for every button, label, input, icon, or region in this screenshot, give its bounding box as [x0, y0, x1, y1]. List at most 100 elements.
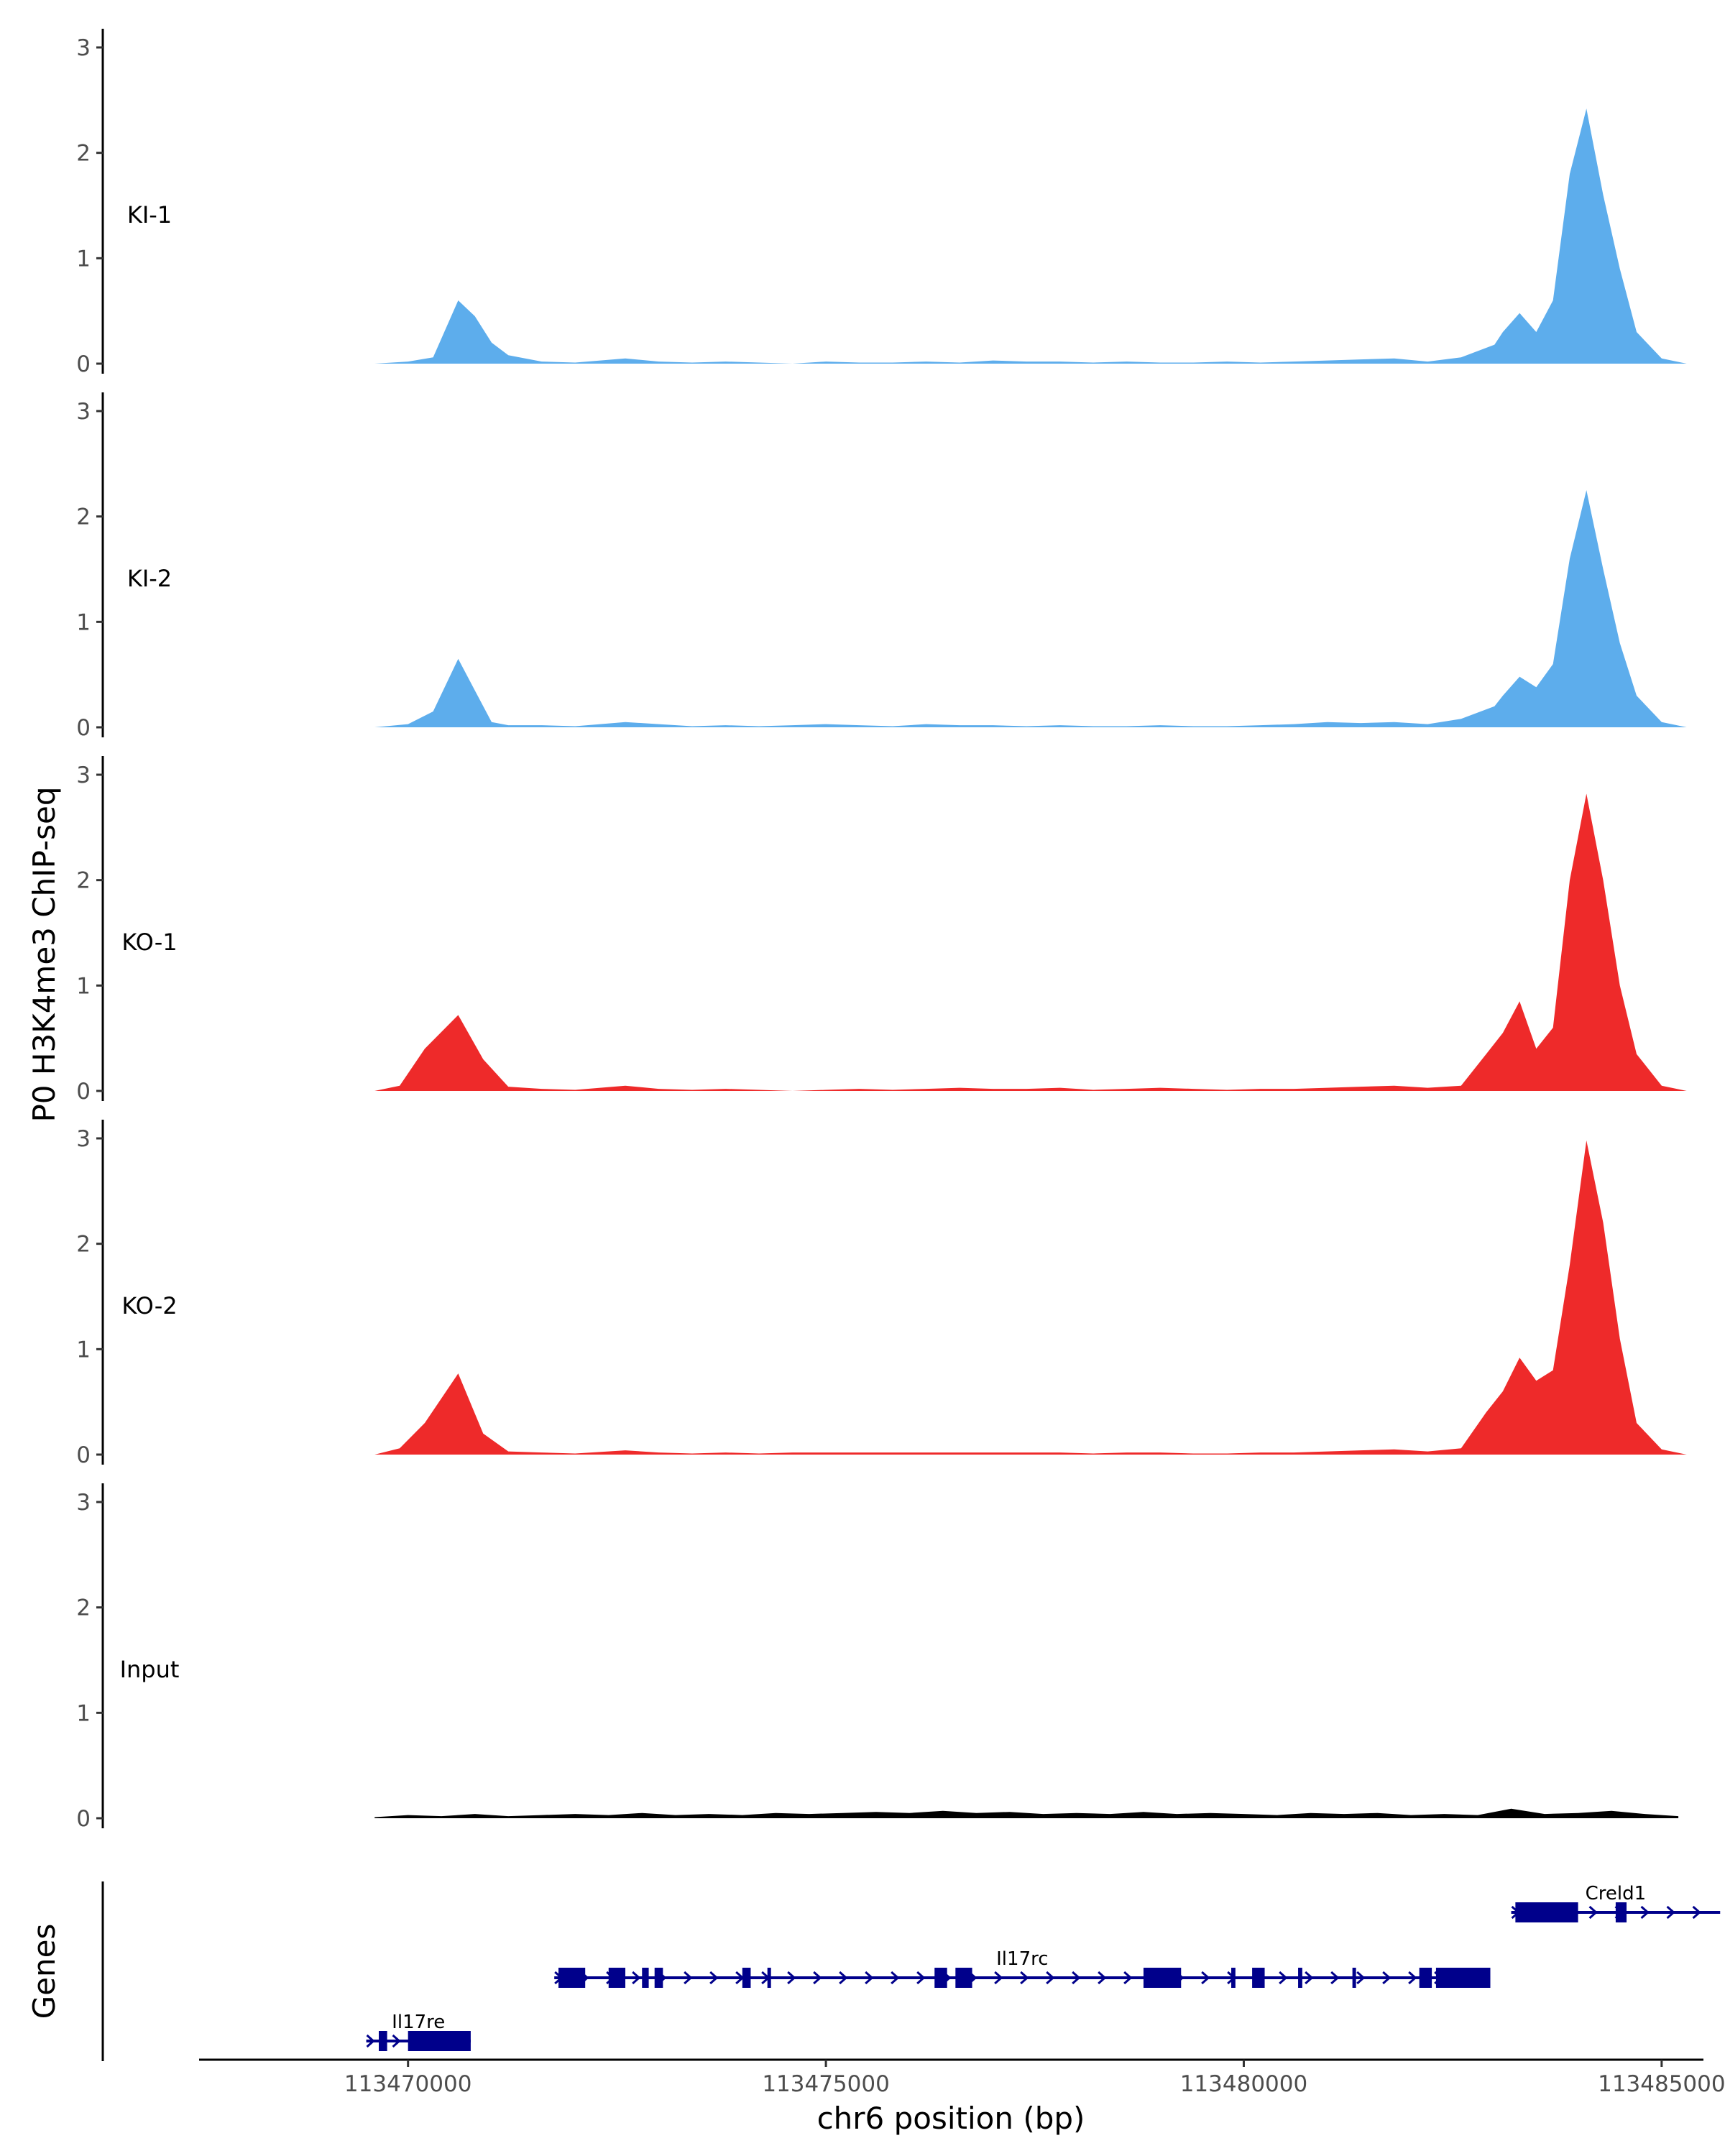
gene-name-label: Il17rc — [996, 1948, 1048, 1970]
signal-area-ko-2 — [374, 1140, 1687, 1455]
gene-name-label: Il17re — [392, 2012, 445, 2033]
gene-creld1: Creld1 — [1511, 1883, 1721, 1922]
y-tick-label: 3 — [76, 1490, 91, 1516]
exon-block — [1615, 1902, 1627, 1922]
track-label-ki-2: KI-2 — [127, 565, 172, 592]
x-tick-label: 113470000 — [344, 2071, 472, 2097]
exon-block — [1143, 1968, 1182, 1988]
track-label-ko-2: KO-2 — [121, 1292, 177, 1319]
signal-area-ko-1 — [374, 793, 1687, 1091]
genes-axis-title: Genes — [27, 1924, 62, 2019]
strand-arrow — [1640, 1905, 1650, 1920]
strand-arrow — [709, 1971, 719, 1985]
strand-arrow — [994, 1971, 1003, 1985]
y-tick-label: 2 — [76, 141, 91, 167]
gene-name-label: Creld1 — [1586, 1883, 1647, 1904]
y-tick-label: 2 — [76, 505, 91, 530]
strand-arrow — [839, 1971, 848, 1985]
exon-block — [1231, 1968, 1236, 1988]
y-tick-label: 1 — [76, 1700, 91, 1726]
exon-block — [608, 1968, 626, 1988]
tracks-layer: 0 1 2 3 KI-1 0 1 2 3 KI-2 0 1 2 3 KO-1 0 1 2 3 KO-2 0 1 2 3 Inpu… — [76, 29, 1687, 1832]
exon-block — [408, 2031, 471, 2051]
y-tick-label: 3 — [76, 1126, 91, 1152]
y-tick-label: 1 — [76, 246, 91, 272]
strand-arrow — [1408, 1971, 1417, 1985]
strand-arrow — [1330, 1971, 1340, 1985]
track-ko-2: 0 1 2 3 KO-2 — [76, 1120, 1687, 1468]
track-label-ko-1: KO-1 — [121, 929, 177, 956]
strand-arrow — [865, 1971, 874, 1985]
y-tick-label: 0 — [76, 1806, 91, 1832]
strand-arrow — [916, 1971, 926, 1985]
signal-area-input — [374, 1808, 1679, 1818]
x-axis-title: chr6 position (bp) — [817, 2101, 1085, 2136]
strand-arrow — [813, 1971, 822, 1985]
exon-block — [1352, 1968, 1356, 1988]
strand-arrow — [1356, 1971, 1366, 1985]
exon-block — [934, 1968, 947, 1988]
strand-arrow — [1020, 1971, 1029, 1985]
track-input: 0 1 2 3 Input — [76, 1483, 1679, 1832]
strand-arrow — [1123, 1971, 1133, 1985]
signal-area-ki-1 — [374, 109, 1687, 364]
y-tick-label: 3 — [76, 35, 91, 61]
exon-block — [1298, 1968, 1302, 1988]
y-axis-title: P0 H3K4me3 ChIP-seq — [27, 786, 62, 1122]
y-tick-label: 2 — [76, 868, 91, 894]
strand-arrow — [1046, 1971, 1055, 1985]
strand-arrow — [1666, 1905, 1675, 1920]
y-tick-label: 3 — [76, 763, 91, 788]
gene-il17rc: Il17rc — [554, 1948, 1491, 1988]
strand-arrow — [891, 1971, 900, 1985]
exon-block — [767, 1968, 771, 1988]
strand-arrow — [1072, 1971, 1081, 1985]
x-axis: 113470000 113475000 113480000 113485000 — [199, 2058, 1725, 2097]
y-tick-label: 1 — [76, 609, 91, 635]
exon-block — [1252, 1968, 1265, 1988]
exon-block — [955, 1968, 972, 1988]
exon-block — [1515, 1902, 1578, 1922]
x-tick-label: 113480000 — [1180, 2071, 1308, 2097]
exon-block — [378, 2031, 387, 2051]
strand-arrow — [1588, 1905, 1598, 1920]
y-tick-label: 0 — [76, 1079, 91, 1105]
y-tick-label: 3 — [76, 399, 91, 425]
strand-arrow — [1098, 1971, 1107, 1985]
gene-il17re: Il17re — [366, 2012, 471, 2051]
exon-block — [1435, 1968, 1491, 1988]
strand-arrow — [632, 1971, 641, 1985]
strand-arrow — [787, 1971, 796, 1985]
track-ko-1: 0 1 2 3 KO-1 — [76, 756, 1687, 1105]
genes-layer: Il17re Il17rc Creld1 — [366, 1883, 1721, 2051]
y-tick-label: 0 — [76, 715, 91, 741]
exon-block — [1419, 1968, 1432, 1988]
y-tick-label: 0 — [76, 351, 91, 377]
x-tick-label: 113475000 — [762, 2071, 890, 2097]
exon-block — [558, 1968, 586, 1988]
genes-panel: Il17re Il17rc Creld1 — [101, 1881, 1721, 2061]
x-ticks: 113470000 113475000 113480000 113485000 — [344, 2060, 1725, 2097]
y-tick-label: 2 — [76, 1232, 91, 1258]
y-tick-label: 1 — [76, 1337, 91, 1363]
x-tick-label: 113485000 — [1598, 2071, 1725, 2097]
strand-arrow — [1201, 1971, 1210, 1985]
strand-arrow — [1692, 1905, 1701, 1920]
exon-block — [742, 1968, 751, 1988]
exon-block — [642, 1968, 649, 1988]
track-ki-1: 0 1 2 3 KI-1 — [76, 29, 1687, 377]
exon-block — [654, 1968, 663, 1988]
strand-arrow — [1382, 1971, 1392, 1985]
y-tick-label: 1 — [76, 973, 91, 999]
strand-arrow — [392, 2034, 401, 2048]
strand-arrow — [1305, 1971, 1314, 1985]
signal-area-ki-2 — [374, 490, 1687, 727]
y-tick-label: 2 — [76, 1595, 91, 1621]
track-label-input: Input — [120, 1656, 180, 1683]
strand-arrow — [1279, 1971, 1288, 1985]
y-tick-label: 0 — [76, 1442, 91, 1468]
strand-arrow — [366, 2034, 375, 2048]
strand-arrow — [684, 1971, 693, 1985]
track-ki-2: 0 1 2 3 KI-2 — [76, 392, 1687, 741]
